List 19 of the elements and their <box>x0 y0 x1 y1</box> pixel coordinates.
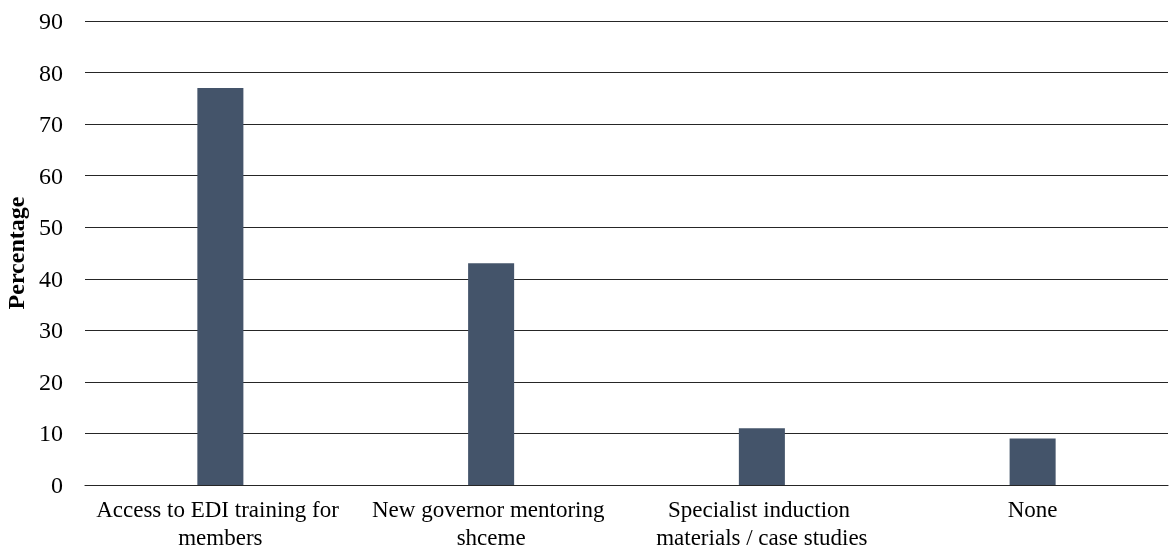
y-tick-label: 40 <box>39 265 63 292</box>
y-axis-title: Percentage <box>3 196 30 310</box>
y-tick-label: 60 <box>39 162 63 189</box>
y-tick-label: 70 <box>39 111 63 138</box>
y-tick-label: 80 <box>39 59 63 86</box>
y-tick-label: 50 <box>39 214 63 241</box>
x-tick-label: New governor mentoring shceme <box>372 496 611 550</box>
y-tick-label: 20 <box>39 368 63 395</box>
y-tick-label: 90 <box>39 8 63 34</box>
x-tick-label: None <box>1007 496 1058 522</box>
bar <box>1009 438 1056 485</box>
x-tick-label: Access to EDI training for members <box>96 496 345 550</box>
x-tick-label: Specialist induction materials / case studies <box>656 496 868 550</box>
y-tick-label: 10 <box>39 420 63 447</box>
y-tick-label: 0 <box>51 472 63 498</box>
bar <box>738 428 785 485</box>
y-tick-label: 30 <box>39 317 63 344</box>
bar <box>197 88 244 485</box>
bar <box>468 263 515 485</box>
